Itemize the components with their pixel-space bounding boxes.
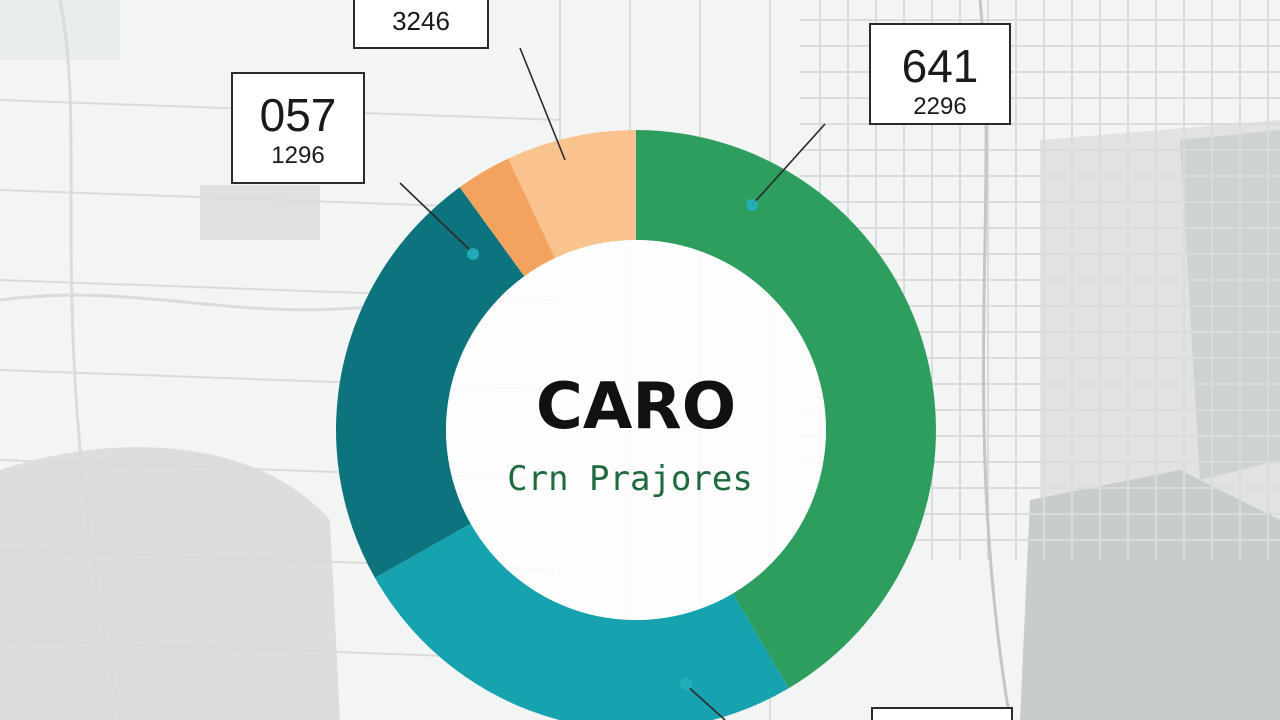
chart-title: CARO — [536, 370, 736, 444]
callout-percent: 2296 — [913, 93, 966, 120]
callout-dot — [680, 678, 692, 690]
callout-value: 3246 — [392, 6, 450, 36]
chart-subtitle: Crn Prajores — [507, 459, 753, 499]
donut-slices — [336, 130, 936, 720]
callout-box — [869, 23, 1011, 125]
donut-slice-4 — [459, 158, 556, 277]
callout-leader-line — [751, 123, 826, 206]
callout-leader-line — [684, 683, 726, 720]
donut-slice-5 — [508, 130, 636, 259]
donut-slice-2 — [374, 523, 789, 720]
callout-leader-line — [399, 182, 473, 253]
donut-hole — [446, 240, 826, 620]
callout-percent: 1296 — [271, 142, 324, 169]
callout-value: 057 — [260, 89, 337, 141]
callout-value: 641 — [902, 40, 979, 92]
callout-dot — [746, 199, 758, 211]
callout-box — [353, 0, 489, 49]
callout-box — [871, 707, 1013, 720]
callout-dot — [467, 248, 479, 260]
donut-slice-1 — [636, 130, 936, 689]
callout-leader-line — [519, 47, 566, 161]
donut-slice-3 — [336, 187, 525, 578]
callout-box — [231, 72, 365, 184]
